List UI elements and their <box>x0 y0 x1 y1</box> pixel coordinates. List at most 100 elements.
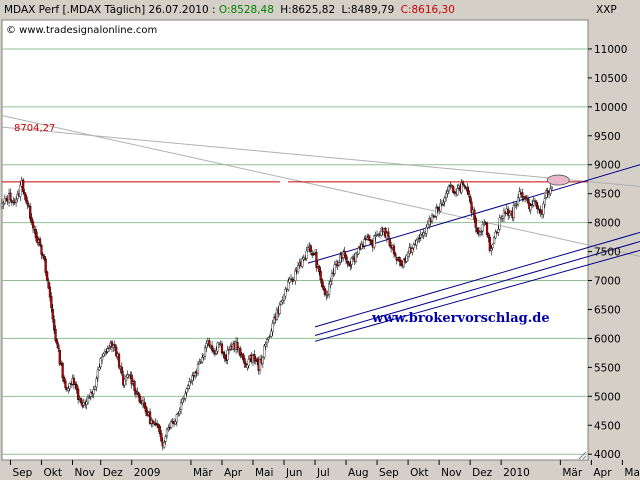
candle-body <box>480 231 483 233</box>
x-tick-label: Apr <box>593 467 612 479</box>
candle-body <box>545 190 548 198</box>
header-open: O:8528,48 <box>219 4 274 16</box>
candle-body <box>99 358 102 367</box>
resize-grip-icon[interactable] <box>578 451 587 460</box>
candle-body <box>508 213 511 216</box>
candle-body <box>30 217 33 224</box>
candle-body <box>165 428 169 437</box>
x-tick-label: Dez <box>103 467 124 479</box>
candle-body <box>285 288 288 291</box>
candle-body <box>399 260 403 266</box>
candle-body <box>419 234 422 238</box>
candle-body <box>275 308 279 320</box>
x-tick-label: Jul <box>316 467 330 479</box>
candle-body <box>236 342 239 350</box>
candle-body <box>86 396 90 404</box>
candle-body <box>124 376 128 381</box>
candle-body <box>487 233 490 239</box>
candle-body <box>201 357 204 363</box>
candle-body <box>416 239 420 242</box>
candle-body <box>23 191 26 196</box>
candle-body <box>88 397 91 399</box>
candle-body <box>351 256 355 258</box>
candle-body <box>490 248 493 251</box>
candle-body <box>318 265 321 273</box>
header-close: C:8616,30 <box>401 4 455 16</box>
candle-body <box>192 375 195 377</box>
candle-body <box>101 356 104 361</box>
candle-body <box>215 350 218 354</box>
header-high: H:8625,82 <box>280 4 335 16</box>
x-tick-label: Dez <box>472 467 493 479</box>
candle-body <box>533 200 537 202</box>
candle-body <box>512 205 515 219</box>
candle-body <box>270 330 273 337</box>
y-tick-label: 8000 <box>594 218 621 230</box>
candle-body <box>194 372 197 376</box>
candle-body <box>547 192 551 195</box>
candle-body <box>106 348 109 352</box>
candle-body <box>284 288 287 297</box>
candle-body <box>115 346 118 357</box>
candle-body <box>24 194 28 202</box>
candle-body <box>158 426 162 435</box>
candle-body <box>47 281 50 289</box>
candle-body <box>95 378 98 388</box>
candle-body <box>55 339 59 345</box>
x-tick-label: Sep <box>12 467 32 479</box>
y-tick-label: 6500 <box>594 304 621 316</box>
candle-body <box>543 198 546 205</box>
candle-body <box>167 427 170 431</box>
candle-body <box>289 278 293 280</box>
candle-body <box>374 235 377 238</box>
resistance-label: 8704,27 <box>14 123 55 134</box>
candle-body <box>239 348 242 357</box>
candle-body <box>546 190 549 194</box>
candle-body <box>196 364 200 374</box>
candle-body <box>182 398 185 400</box>
y-tick-label: 6000 <box>594 333 621 345</box>
candle-body <box>75 384 78 391</box>
trend-channel-line <box>314 231 640 328</box>
source-label: © www.tradesignalonline.com <box>6 25 157 36</box>
candle-body <box>223 354 226 359</box>
candle-body <box>430 214 434 222</box>
x-tick-label: Okt <box>410 467 428 479</box>
candle-body <box>242 353 245 360</box>
candle-body <box>123 379 126 386</box>
candle-body <box>53 319 56 331</box>
candle-body <box>387 231 390 237</box>
candle-body <box>14 199 18 203</box>
header-title: MDAX Perf [.MDAX Täglich] 26.07.2010 : O… <box>4 4 455 16</box>
candle-body <box>337 262 341 266</box>
y-tick-label: 7500 <box>594 247 621 259</box>
candle-body <box>31 221 35 229</box>
candle-body <box>188 381 191 387</box>
candle-body <box>210 345 214 351</box>
y-tick-label: 4000 <box>594 449 621 461</box>
candle-body <box>102 353 105 357</box>
highlight-ellipse <box>546 174 570 186</box>
candle-body <box>488 237 491 251</box>
candle-body <box>315 252 318 268</box>
candle-body <box>452 186 455 193</box>
candle-body <box>473 209 476 220</box>
trend-channel-line <box>314 249 640 342</box>
candle-body <box>301 258 304 267</box>
candle-body <box>507 209 510 216</box>
candle-body <box>163 442 166 448</box>
candle-body <box>222 352 225 354</box>
candle-body <box>550 186 553 190</box>
candle-body <box>322 285 325 290</box>
x-tick-label: 2009 <box>134 467 161 479</box>
candle-body <box>320 279 324 288</box>
candles-layer <box>0 176 553 451</box>
candle-body <box>346 260 349 264</box>
candle-body <box>16 193 19 199</box>
candle-body <box>130 374 133 385</box>
candle-body <box>460 182 463 193</box>
y-tick-label: 5000 <box>594 391 621 403</box>
gray-trend-line <box>1 115 640 257</box>
candle-body <box>402 259 405 267</box>
candle-body <box>98 367 101 371</box>
